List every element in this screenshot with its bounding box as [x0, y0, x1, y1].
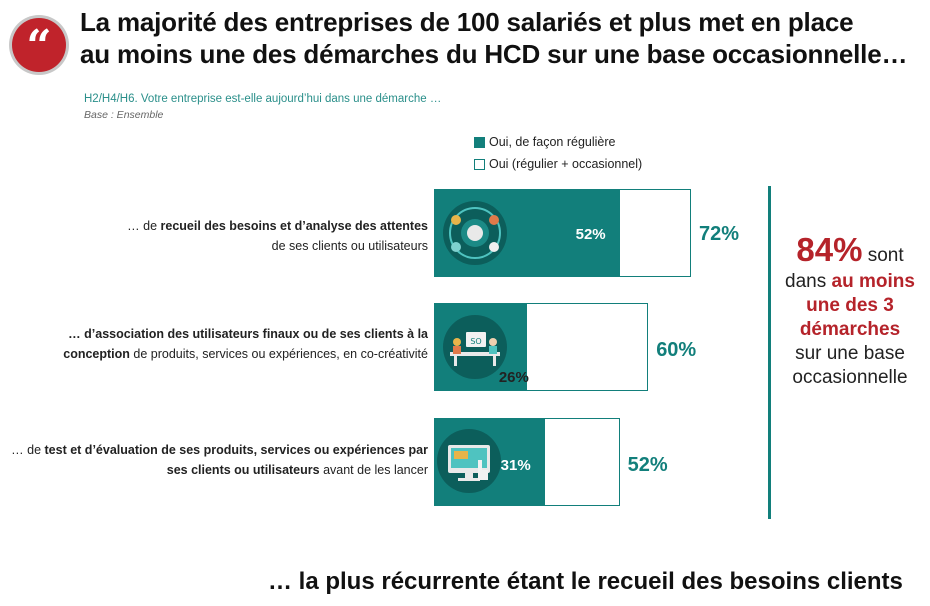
- callout-rest: sur une base occasionnelle: [792, 343, 908, 388]
- value-regular-3: 31%: [500, 457, 531, 474]
- row-2-bold1: … d’association des utilisateurs finaux …: [68, 327, 428, 341]
- base-note: Base : Ensemble: [84, 109, 164, 121]
- row-1-prefix: … de: [127, 219, 161, 233]
- legend-label-total: Oui (régulier + occasionnel): [489, 157, 643, 171]
- row-3-prefix: … de: [11, 443, 45, 457]
- row-1-line2: de ses clients ou utilisateurs: [271, 239, 428, 253]
- value-total-3: 52%: [627, 454, 668, 476]
- needs-analysis-icon: [443, 201, 507, 265]
- callout-divider: [768, 186, 771, 519]
- legend-label-regular: Oui, de façon régulière: [489, 135, 616, 149]
- legend-item-total: Oui (régulier + occasionnel): [474, 153, 642, 175]
- row-1-bold: recueil des besoins et d’analyse des att…: [160, 219, 428, 233]
- footer-conclusion: … la plus récurrente étant le recueil de…: [268, 568, 903, 595]
- value-total-1: 72%: [699, 223, 740, 245]
- title-line-2: au moins une des démarches du HCD sur un…: [80, 39, 908, 69]
- side-callout: 84% sont dans au moins une des 3 démarch…: [772, 233, 928, 390]
- row-3-rest: avant de les lancer: [319, 463, 428, 477]
- chart-legend: Oui, de façon régulière Oui (régulier + …: [474, 131, 642, 175]
- value-regular-1: 52%: [575, 226, 606, 243]
- callout-percentage: 84%: [796, 231, 863, 268]
- callout-highlight: au moins une des 3 démarches: [799, 271, 915, 340]
- svg-text:“: “: [26, 21, 51, 72]
- title-line-1: La majorité des entreprises de 100 salar…: [80, 7, 854, 37]
- callout-after-percentage: sont: [862, 245, 904, 266]
- row-3-bold2: ses clients ou utilisateurs: [166, 463, 320, 477]
- row-3-bold: test et d’évaluation de ses produits, se…: [44, 443, 428, 457]
- legend-swatch-outline: [474, 158, 485, 170]
- svg-text:SO: SO: [470, 337, 481, 346]
- row-label-3: … de test et d’évaluation de ses produit…: [0, 440, 428, 480]
- value-regular-2: 26%: [498, 369, 529, 386]
- testing-screen-icon: [437, 429, 501, 493]
- row-label-2: … d’association des utilisateurs finaux …: [0, 324, 428, 364]
- row-2-bold2: conception: [63, 347, 130, 361]
- page-title: La majorité des entreprises de 100 salar…: [80, 6, 920, 70]
- value-total-2: 60%: [656, 339, 697, 361]
- callout-dans: dans: [785, 271, 832, 292]
- row-2-rest: de produits, services ou expériences, en…: [129, 347, 428, 361]
- legend-item-regular: Oui, de façon régulière: [474, 131, 642, 153]
- co-creation-icon: SO: [443, 315, 507, 379]
- row-label-1: … de recueil des besoins et d’analyse de…: [0, 216, 428, 256]
- legend-swatch-filled: [474, 136, 485, 148]
- quote-mark-icon: “: [9, 15, 69, 75]
- question-subtitle: H2/H4/H6. Votre entreprise est-elle aujo…: [84, 93, 442, 105]
